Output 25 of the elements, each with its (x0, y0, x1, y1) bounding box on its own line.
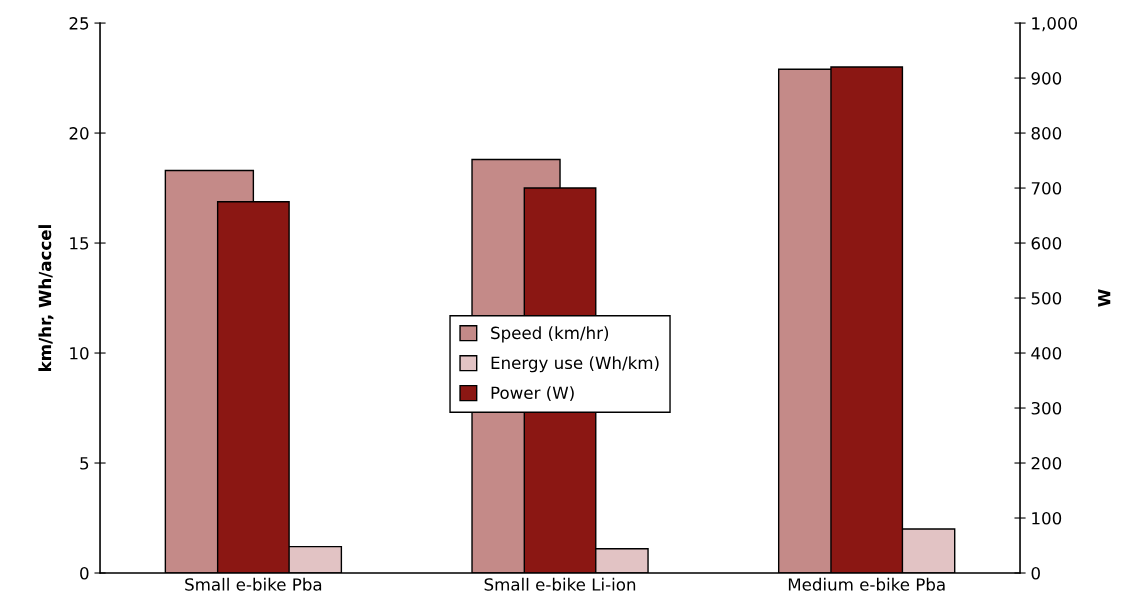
x-tick-label: Small e-bike Li-ion (484, 577, 636, 591)
legend-label: Energy use (Wh/km) (491, 356, 659, 373)
legend-label: Speed (km/hr) (491, 326, 609, 343)
y2-tick-label: 500 (1031, 292, 1062, 305)
y-tick-label: 25 (69, 17, 89, 30)
x-tick-label: Small e-bike Pba (185, 577, 322, 591)
y-axis-title: km/hr, Wh/accel (38, 225, 54, 371)
y2-tick-label: 400 (1031, 346, 1062, 360)
y2-tick-label: 900 (1031, 72, 1062, 85)
y2-tick-label: 200 (1031, 456, 1062, 470)
y2-axis-title: W (1098, 289, 1111, 307)
y-tick-label: 15 (70, 237, 89, 250)
y2-tick-label: 600 (1031, 237, 1062, 250)
x-tick-label: Medium e-bike Pba (788, 577, 945, 591)
y-tick-label: 5 (80, 457, 89, 470)
y2-tick-label: 700 (1031, 182, 1062, 195)
y-tick-label: 10 (70, 346, 89, 360)
legend-label: Power (W) (491, 386, 574, 402)
y-tick-label: 20 (69, 127, 89, 140)
y2-tick-label: 0 (1031, 566, 1040, 580)
y2-tick-label: 300 (1031, 401, 1062, 415)
y2-tick-label: 100 (1032, 511, 1062, 525)
y2-tick-label: 1,000 (1032, 17, 1078, 32)
y-tick-label: 0 (80, 566, 89, 580)
y2-tick-label: 800 (1031, 127, 1062, 140)
